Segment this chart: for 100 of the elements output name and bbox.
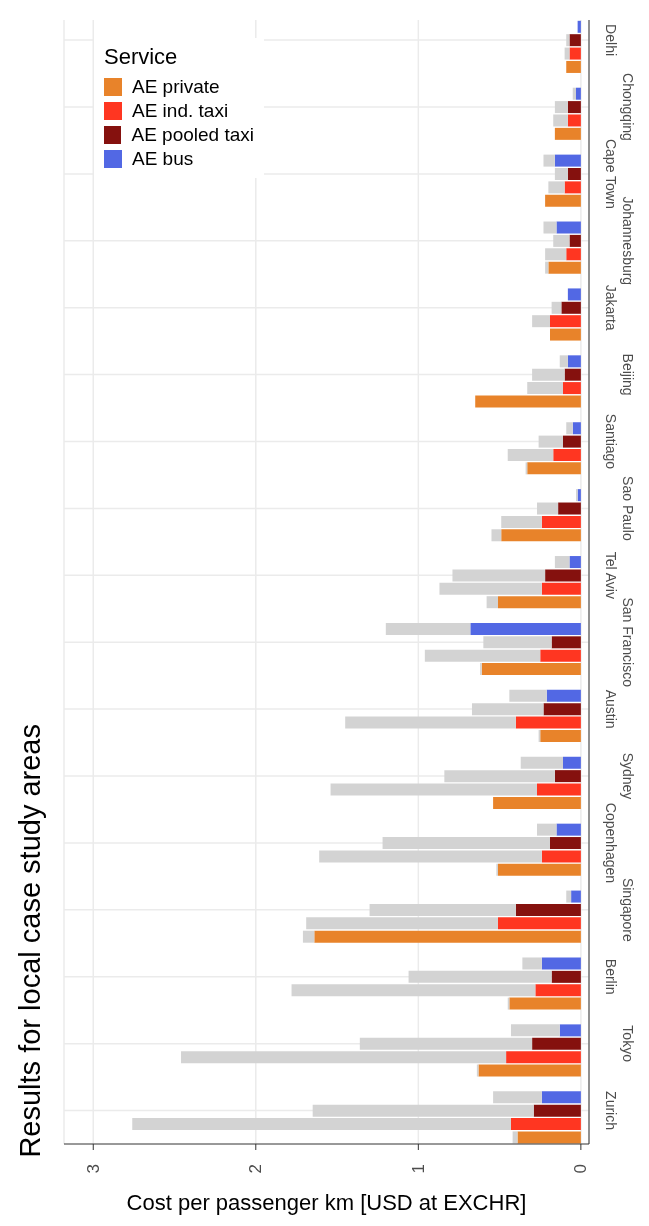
y-tick-label: Sydney (620, 752, 636, 800)
bar (302, 930, 315, 943)
bar (541, 582, 581, 595)
y-tick-label: Jakarta (603, 284, 619, 331)
bar (493, 796, 581, 809)
bar (481, 663, 581, 676)
bar (501, 529, 581, 542)
y-tick-label: Zurich (603, 1091, 619, 1130)
bar (533, 1104, 581, 1117)
bar (541, 1091, 581, 1104)
bar (569, 556, 581, 569)
bar (554, 770, 581, 783)
bar (566, 248, 581, 261)
bar (497, 863, 581, 876)
bar (532, 315, 550, 328)
bar (509, 997, 581, 1010)
bar (569, 234, 581, 247)
bar (556, 221, 581, 234)
y-tick-label: Santiago (603, 413, 619, 470)
x-axis-title: Cost per passenger km [USD at EXCHR] (126, 1190, 527, 1215)
bar (522, 957, 542, 970)
y-tick-label: San Francisco (620, 597, 636, 688)
bar (545, 569, 581, 582)
y-tick-label: Beijing (620, 353, 636, 396)
bar (567, 167, 581, 180)
bar (572, 422, 581, 435)
bar (540, 649, 581, 662)
bar (515, 903, 581, 916)
bar (497, 596, 581, 609)
bar (535, 984, 581, 997)
bar (567, 114, 581, 127)
x-tick-label: 2 (246, 1164, 266, 1174)
bar (510, 1024, 560, 1037)
bar (569, 47, 581, 60)
bar (549, 328, 581, 341)
bar (562, 435, 581, 448)
bar (517, 1131, 581, 1144)
x-tick-label: 3 (83, 1164, 103, 1174)
bar (566, 60, 581, 73)
bar (541, 957, 581, 970)
bar (545, 261, 549, 274)
legend-label: AE pooled taxi (131, 124, 254, 146)
bar (548, 261, 581, 274)
bar (345, 716, 516, 729)
y-tick-label: Tel Aviv (603, 551, 619, 599)
bar (562, 382, 581, 395)
bar (497, 917, 581, 930)
bar (549, 837, 581, 850)
legend-title: Service (104, 44, 179, 70)
x-tick-label: 1 (408, 1164, 428, 1174)
bar (567, 355, 581, 368)
y-tick-label: Berlin (603, 958, 619, 995)
bar (385, 622, 471, 635)
y-tick-label: Austin (603, 689, 619, 729)
bar (483, 636, 552, 649)
bar (543, 154, 555, 167)
bar (515, 716, 581, 729)
bar (330, 783, 537, 796)
y-tick-label: Delhi (603, 24, 619, 57)
bar (577, 20, 581, 33)
bar (566, 890, 572, 903)
y-tick-label: Sao Paulo (620, 476, 636, 541)
bar (543, 703, 581, 716)
bar (452, 569, 546, 582)
bar (554, 556, 570, 569)
bar (553, 448, 581, 461)
bar (571, 890, 581, 903)
legend-label: AE ind. taxi (132, 100, 229, 122)
bar (314, 930, 581, 943)
bar (567, 288, 581, 301)
bar (558, 502, 581, 515)
bar (567, 101, 581, 114)
bar (554, 127, 581, 140)
bar (551, 970, 581, 983)
bar (532, 1037, 581, 1050)
bar (545, 194, 581, 207)
bar (564, 368, 581, 381)
y-tick-label: Cape Town (603, 138, 619, 209)
y-tick-label: Singapore (620, 877, 636, 942)
x-tick-label: 0 (571, 1164, 591, 1174)
bar (564, 181, 581, 194)
legend-label: AE private (132, 76, 220, 98)
y-tick-label: Copenhagen (603, 802, 619, 884)
bar (559, 355, 568, 368)
bar (556, 823, 581, 836)
bar (493, 1091, 542, 1104)
bar (572, 87, 576, 100)
y-tick-label: Tokyo (620, 1025, 636, 1063)
bar (540, 729, 581, 742)
bar (541, 850, 581, 863)
bar (566, 422, 573, 435)
bar (569, 34, 581, 47)
bar (510, 1118, 581, 1131)
bar (527, 462, 581, 475)
bar (561, 301, 581, 314)
bar (541, 515, 581, 528)
bar (470, 622, 581, 635)
bar (559, 1024, 581, 1037)
bar (551, 636, 581, 649)
bar (475, 395, 581, 408)
